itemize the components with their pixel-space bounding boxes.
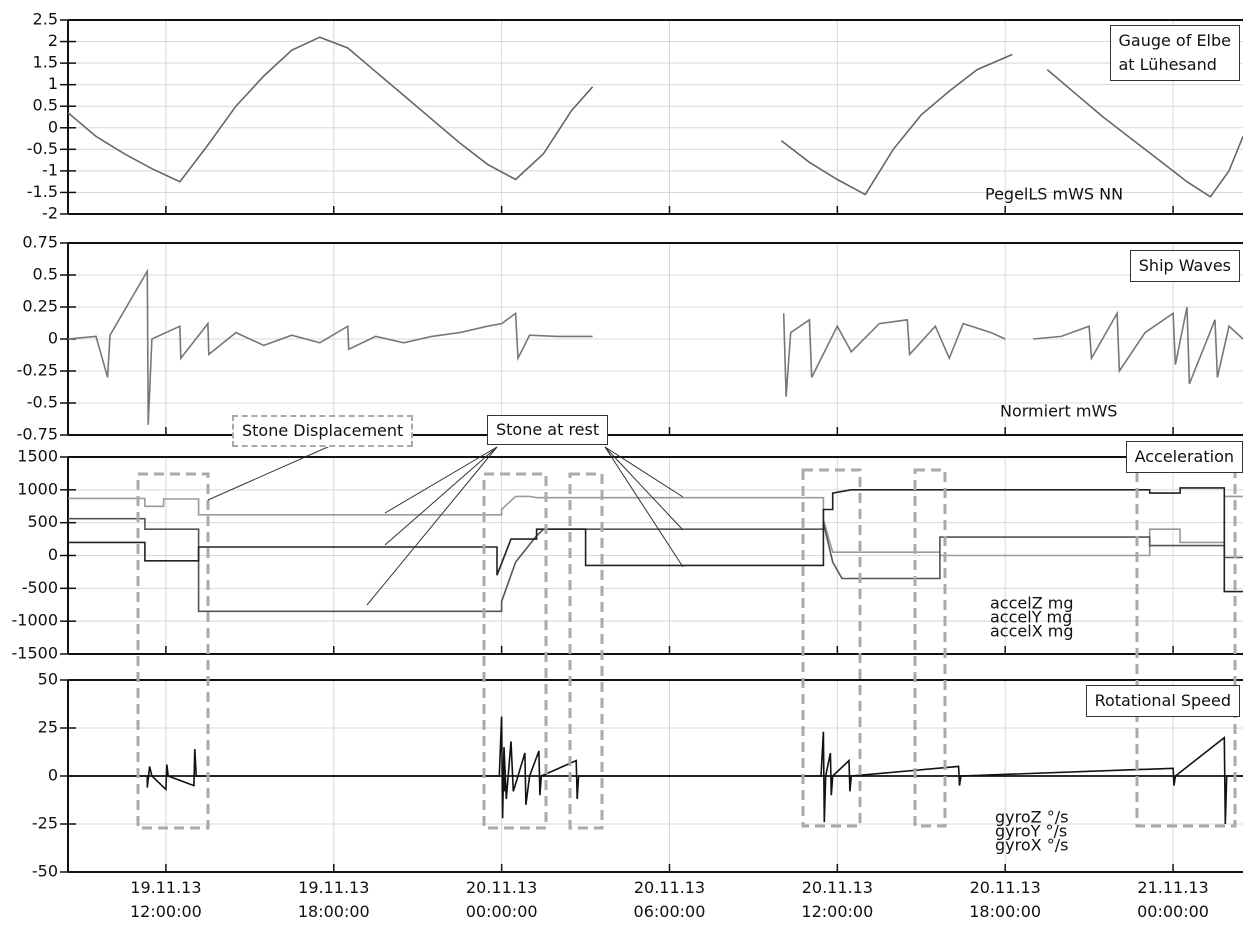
y-tick-label: 0.5 (33, 265, 58, 284)
x-tick-label: 20.11.13 12:00:00 (801, 878, 874, 921)
series-line (67, 36, 1243, 198)
event-box (482, 472, 548, 830)
y-tick-label: 0 (48, 117, 58, 136)
annotation: Stone at rest (487, 415, 609, 445)
y-tick-label: 2 (48, 31, 58, 50)
leader-line (384, 446, 498, 514)
panel-title: Acceleration (1125, 441, 1243, 473)
series-line (68, 487, 1243, 593)
y-tick-label: -1500 (12, 644, 59, 663)
y-tick-label: 0 (48, 766, 58, 785)
series-line (68, 716, 1243, 825)
y-tick-label: 0.5 (33, 96, 58, 115)
leader-line (604, 446, 684, 498)
y-tick-label: 0.25 (22, 297, 58, 316)
x-tick-label: 20.11.13 06:00:00 (633, 878, 706, 921)
legend-entry: gyroY °/s (995, 822, 1067, 841)
leader-line (366, 446, 498, 606)
legend-entry: gyroZ °/s (995, 808, 1068, 827)
x-tick-label: 19.11.13 18:00:00 (297, 878, 370, 921)
y-tick-label: -50 (32, 862, 58, 881)
y-tick-label: -0.5 (27, 393, 58, 412)
y-tick-label: -1 (42, 160, 58, 179)
series-line (68, 775, 1243, 792)
event-box (568, 472, 604, 830)
x-tick-label: 21.11.13 00:00:00 (1137, 878, 1209, 921)
y-tick-label: 1000 (17, 479, 58, 498)
event-box (1135, 468, 1237, 828)
panel-title: Gauge of Elbe at Lühesand (1109, 25, 1240, 81)
x-tick-label: 19.11.13 12:00:00 (129, 878, 202, 921)
y-tick-label: -0.75 (17, 425, 58, 444)
legend-entry: gyroX °/s (995, 836, 1068, 855)
legend-entry: accelZ mg (990, 594, 1073, 613)
legend-entry: accelY mg (990, 608, 1072, 627)
leader-line (384, 446, 498, 546)
y-tick-label: 1 (48, 74, 58, 93)
x-tick-label: 20.11.13 00:00:00 (465, 878, 538, 921)
legend-entry: PegelLS mWS NN (985, 185, 1123, 204)
event-box (136, 472, 210, 830)
annotation: Stone Displacement (232, 415, 414, 447)
y-tick-label: 0 (48, 545, 58, 564)
series-line (68, 495, 1243, 557)
panel-title: Rotational Speed (1085, 685, 1240, 717)
legend-entry: accelX mg (990, 622, 1073, 641)
y-tick-label: 500 (27, 512, 58, 531)
event-box (801, 468, 862, 828)
legend-entry: Normiert mWS (1000, 402, 1117, 421)
leader-line (604, 446, 684, 568)
panel-title: Ship Waves (1129, 250, 1240, 282)
y-tick-label: 2.5 (33, 10, 58, 29)
y-tick-label: -1.5 (27, 182, 58, 201)
y-tick-label: 1500 (17, 447, 58, 466)
leader-line (207, 445, 331, 501)
y-tick-label: 1.5 (33, 53, 58, 72)
y-tick-label: -25 (32, 814, 58, 833)
y-tick-label: -0.25 (17, 361, 58, 380)
x-tick-label: 20.11.13 18:00:00 (969, 878, 1042, 921)
event-box (913, 468, 947, 828)
y-tick-label: 50 (38, 670, 58, 689)
y-tick-label: -2 (42, 204, 58, 223)
y-tick-label: 0.75 (22, 233, 58, 252)
y-tick-label: 25 (38, 718, 58, 737)
y-tick-label: -0.5 (27, 139, 58, 158)
y-tick-label: 0 (48, 329, 58, 348)
y-tick-label: -1000 (12, 611, 59, 630)
series-line (67, 268, 1243, 425)
leader-line (604, 446, 684, 531)
y-tick-label: -500 (22, 578, 58, 597)
